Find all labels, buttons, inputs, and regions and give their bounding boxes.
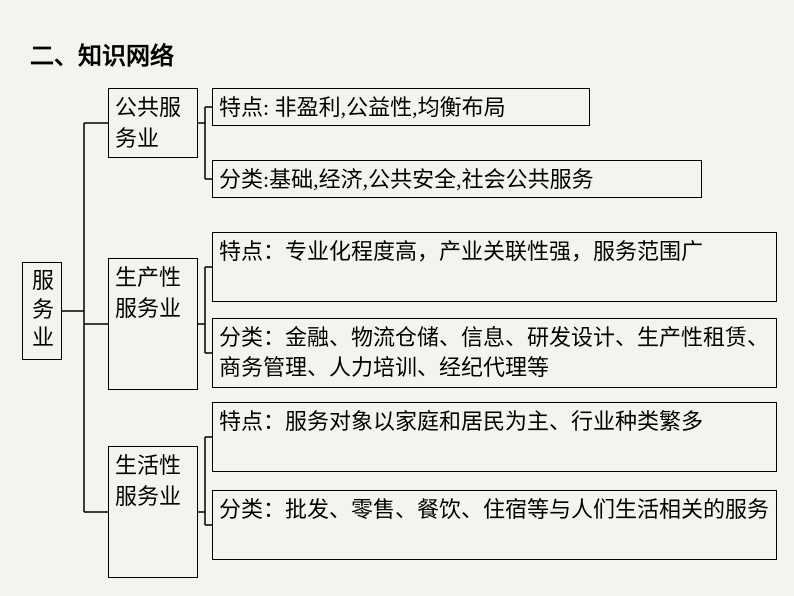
branch-2: 生产性服务业	[108, 258, 198, 390]
diagram-title: 二、知识网络	[30, 36, 174, 71]
branch-1-leaf-2: 分类:基础,经济,公共安全,社会公共服务	[212, 160, 702, 198]
branch-3-leaf-1: 特点：服务对象以家庭和居民为主、行业种类繁多	[212, 402, 777, 472]
root-label: 服务业	[29, 267, 57, 353]
branch-1-leaf-1: 特点: 非盈利,公益性,均衡布局	[212, 88, 590, 126]
branch-2-leaf-1: 特点：专业化程度高，产业关联性强，服务范围广	[212, 232, 777, 302]
branch-3: 生活性服务业	[108, 446, 198, 578]
root-node: 服务业	[22, 262, 62, 360]
branch-2-leaf-2: 分类：金融、物流仓储、信息、研发设计、生产性租赁、商务管理、人力培训、经纪代理等	[212, 318, 777, 388]
branch-3-leaf-2: 分类：批发、零售、餐饮、住宿等与人们生活相关的服务	[212, 490, 777, 560]
branch-1: 公共服务业	[108, 88, 198, 158]
